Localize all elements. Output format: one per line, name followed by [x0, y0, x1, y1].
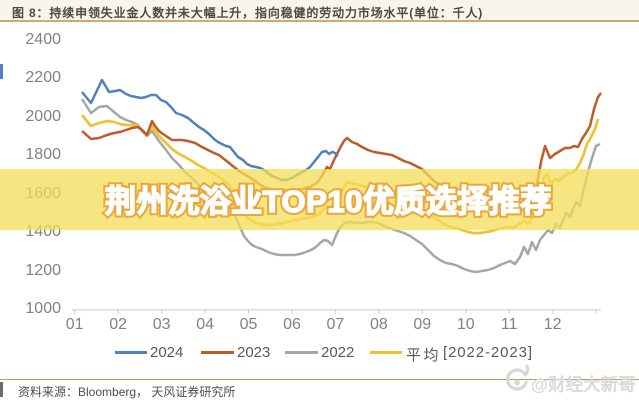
svg-text:@财经大新哥: @财经大新哥 [531, 375, 636, 395]
